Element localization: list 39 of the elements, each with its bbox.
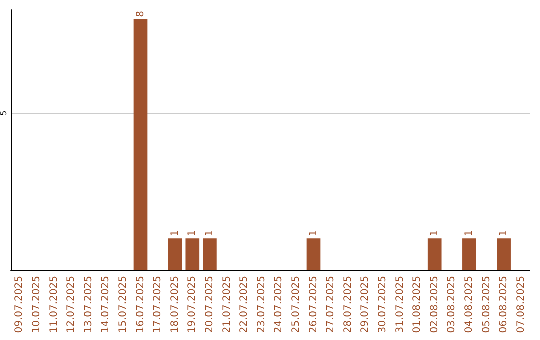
x-tick-label: 17.07.2025 [152,276,164,334]
x-tick-label: 27.07.2025 [326,276,337,334]
x-tick-label: 21.07.2025 [222,276,233,334]
x-tick-label: 25.07.2025 [290,276,302,334]
x-tick-label: 10.07.2025 [31,276,42,334]
x-tick-label: 30.07.2025 [377,276,388,334]
x-tick-label: 14.07.2025 [100,276,112,334]
x-tick-label: 19.07.2025 [187,276,198,334]
x-tick-label: 04.08.2025 [464,276,475,334]
x-tick-label: 01.08.2025 [412,276,424,334]
data-label: 1 [498,230,510,237]
x-tick-label: 13.07.2025 [83,276,94,334]
x-tick-label: 11.07.2025 [48,276,60,334]
data-label: 1 [429,230,440,237]
x-tick-label: 09.07.2025 [14,276,26,334]
x-tick-label: 29.07.2025 [360,276,372,334]
x-tick-label: 18.07.2025 [170,276,181,334]
data-label: 1 [187,230,198,237]
x-tick-label: 31.07.2025 [394,276,406,334]
x-tick-label: 22.07.2025 [239,276,250,334]
x-tick-label: 15.07.2025 [118,276,129,334]
x-tick-label: 24.07.2025 [274,276,285,334]
data-label: 1 [204,230,216,237]
data-label: 1 [308,230,320,237]
data-label: 1 [464,230,475,237]
x-tick-label: 07.08.2025 [516,276,527,334]
x-tick-label: 03.08.2025 [446,276,458,334]
x-tick-label: 20.07.2025 [204,276,216,334]
data-label: 8 [135,11,146,18]
x-tick-label: 28.07.2025 [342,276,354,334]
y-tick-label: 5 [0,110,8,116]
x-tick-label: 26.07.2025 [308,276,320,334]
data-label: 1 [170,230,181,237]
x-tick-label: 02.08.2025 [429,276,440,334]
x-tick-label: 12.07.2025 [66,276,78,334]
x-tick-label: 16.07.2025 [135,276,146,334]
x-tick-label: 05.08.2025 [481,276,492,334]
x-tick-label: 23.07.2025 [256,276,268,334]
x-tick-label: 06.08.2025 [498,276,510,334]
